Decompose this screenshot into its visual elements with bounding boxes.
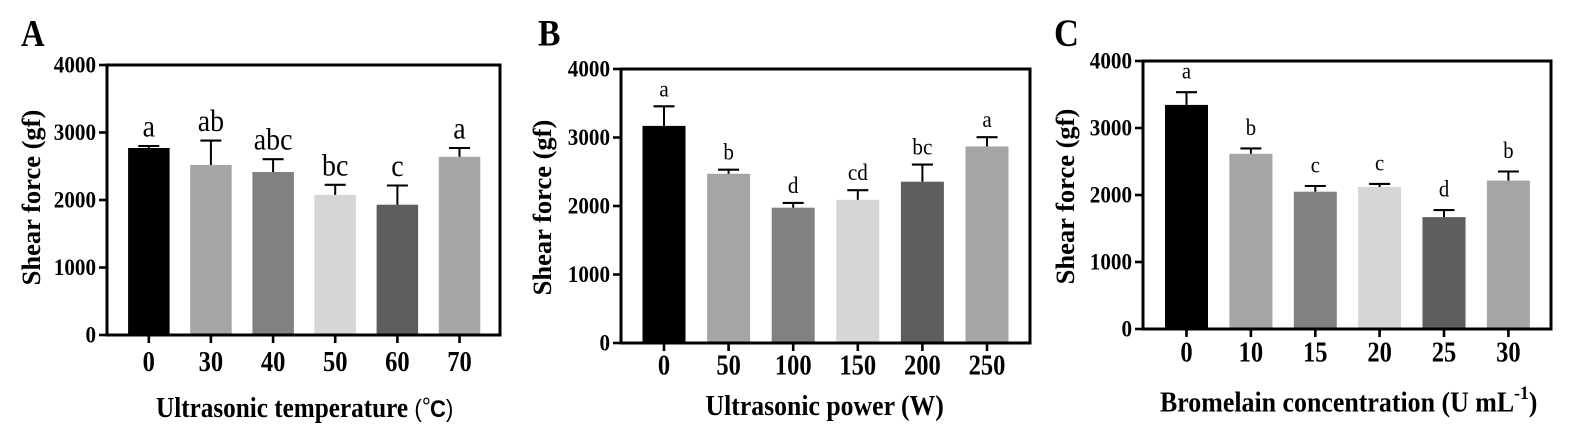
svg-text:0: 0 bbox=[599, 330, 610, 356]
svg-text:B: B bbox=[538, 12, 560, 54]
svg-text:4000: 4000 bbox=[1090, 48, 1132, 74]
svg-text:25: 25 bbox=[1432, 336, 1456, 368]
svg-text:2000: 2000 bbox=[1090, 182, 1132, 208]
svg-text:1000: 1000 bbox=[1090, 249, 1132, 275]
svg-text:0: 0 bbox=[1180, 336, 1192, 368]
svg-text:C: C bbox=[1054, 11, 1079, 54]
svg-text:b: b bbox=[723, 139, 734, 165]
svg-text:4000: 4000 bbox=[568, 56, 610, 82]
svg-text:Shear force (gf): Shear force (gf) bbox=[16, 110, 46, 286]
svg-text:0: 0 bbox=[1121, 316, 1132, 342]
svg-text:c: c bbox=[1311, 153, 1320, 178]
svg-text:d: d bbox=[788, 172, 799, 198]
svg-text:2000: 2000 bbox=[568, 193, 610, 219]
svg-text:15: 15 bbox=[1303, 336, 1327, 368]
svg-text:3000: 3000 bbox=[54, 119, 96, 145]
svg-text:0: 0 bbox=[85, 322, 96, 348]
svg-text:c: c bbox=[1375, 150, 1384, 175]
svg-text:Ultrasonic temperature (°C): Ultrasonic temperature (°C) bbox=[156, 392, 453, 424]
svg-text:d: d bbox=[1439, 177, 1449, 202]
svg-text:Bromelain concentration (U mL-: Bromelain concentration (U mL-1) bbox=[1160, 382, 1537, 418]
svg-text:1000: 1000 bbox=[568, 261, 610, 287]
svg-text:30: 30 bbox=[199, 345, 223, 377]
svg-text:0: 0 bbox=[143, 345, 155, 377]
svg-text:b: b bbox=[1503, 138, 1513, 163]
svg-text:1000: 1000 bbox=[54, 254, 96, 280]
svg-text:Shear force (gf): Shear force (gf) bbox=[527, 120, 557, 296]
svg-text:100: 100 bbox=[775, 349, 812, 381]
svg-text:30: 30 bbox=[1496, 336, 1520, 368]
svg-text:0: 0 bbox=[658, 349, 670, 381]
svg-text:200: 200 bbox=[904, 349, 941, 381]
svg-text:50: 50 bbox=[323, 345, 347, 377]
svg-text:3000: 3000 bbox=[1090, 115, 1132, 141]
svg-text:40: 40 bbox=[261, 345, 285, 377]
svg-text:a: a bbox=[982, 106, 991, 132]
svg-text:A: A bbox=[21, 12, 45, 55]
svg-text:10: 10 bbox=[1239, 336, 1263, 368]
svg-text:Ultrasonic power (W): Ultrasonic power (W) bbox=[706, 390, 944, 421]
svg-text:2000: 2000 bbox=[54, 187, 96, 213]
svg-text:bc: bc bbox=[322, 149, 348, 183]
svg-text:60: 60 bbox=[385, 345, 409, 377]
svg-text:3000: 3000 bbox=[568, 124, 610, 150]
svg-text:a: a bbox=[453, 112, 465, 146]
svg-text:70: 70 bbox=[447, 345, 471, 377]
svg-text:c: c bbox=[391, 150, 403, 184]
svg-text:250: 250 bbox=[969, 349, 1006, 381]
svg-text:b: b bbox=[1246, 115, 1256, 140]
svg-text:ab: ab bbox=[198, 105, 224, 139]
svg-text:50: 50 bbox=[716, 349, 740, 381]
svg-text:150: 150 bbox=[839, 349, 876, 381]
svg-text:a: a bbox=[1182, 59, 1191, 84]
svg-text:abc: abc bbox=[254, 123, 293, 157]
svg-text:cd: cd bbox=[848, 159, 868, 185]
svg-text:a: a bbox=[143, 110, 155, 144]
svg-text:a: a bbox=[659, 75, 668, 101]
svg-text:20: 20 bbox=[1367, 336, 1391, 368]
svg-text:bc: bc bbox=[912, 134, 932, 160]
svg-text:4000: 4000 bbox=[54, 52, 96, 78]
svg-text:Shear force (gf): Shear force (gf) bbox=[1050, 109, 1080, 285]
